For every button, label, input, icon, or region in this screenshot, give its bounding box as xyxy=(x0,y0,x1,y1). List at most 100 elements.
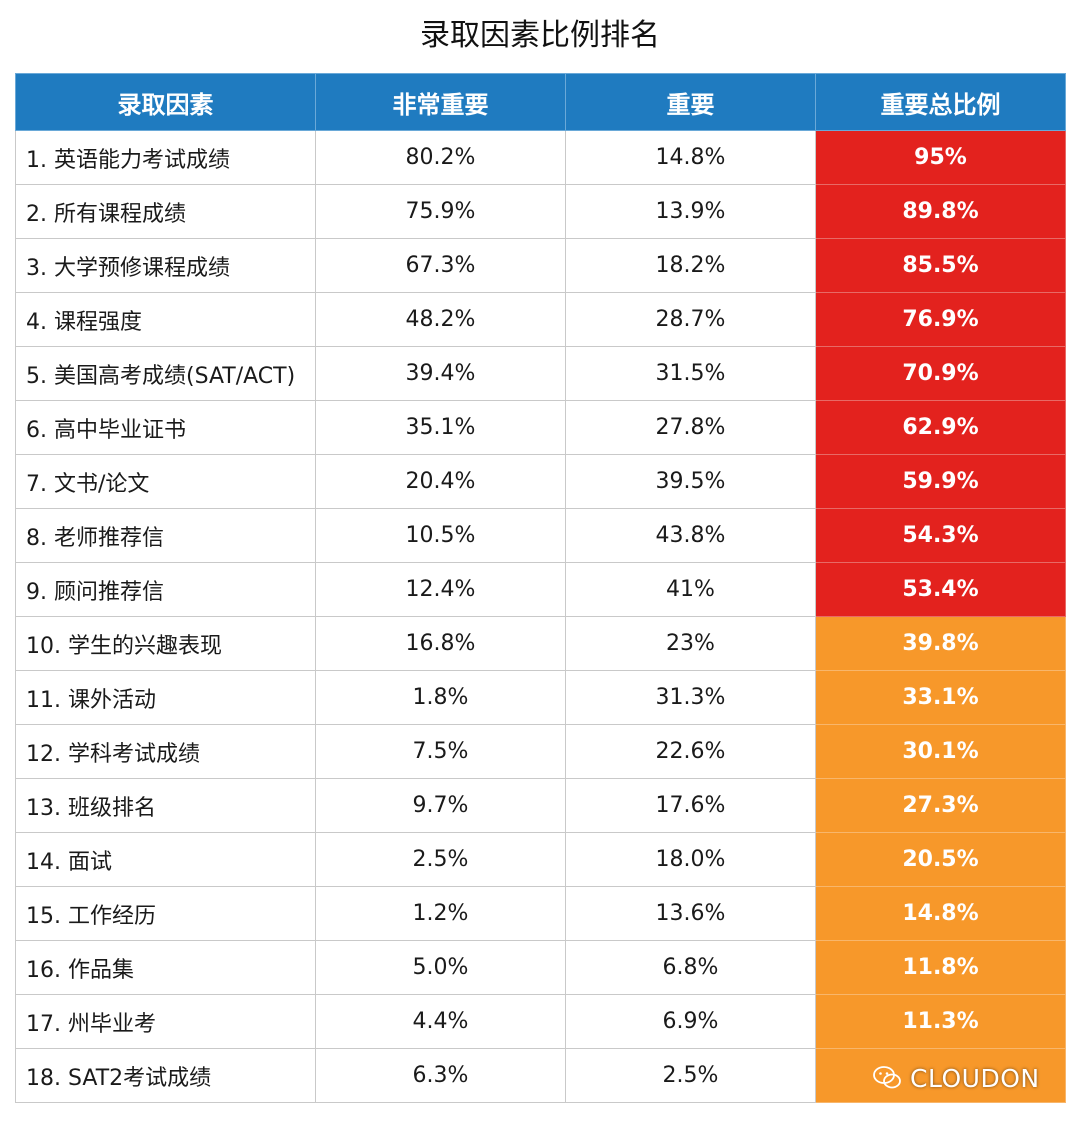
total-ratio-cell: 76.9% xyxy=(815,292,1066,347)
important-cell: 6.8% xyxy=(565,940,816,995)
total-ratio-cell: 20.5% xyxy=(815,832,1066,887)
total-ratio-cell: 27.3% xyxy=(815,778,1066,833)
factor-cell: 5. 美国高考成绩(SAT/ACT) xyxy=(15,346,316,401)
important-cell: 18.2% xyxy=(565,238,816,293)
factor-cell: 13. 班级排名 xyxy=(15,778,316,833)
important-cell: 14.8% xyxy=(565,130,816,185)
header-total-ratio: 重要总比例 xyxy=(815,73,1066,131)
important-cell: 6.9% xyxy=(565,994,816,1049)
important-cell: 13.6% xyxy=(565,886,816,941)
total-ratio-cell: 95% xyxy=(815,130,1066,185)
table-row: 13. 班级排名 9.7% 17.6% 27.3% xyxy=(15,778,1066,833)
factor-cell: 16. 作品集 xyxy=(15,940,316,995)
factor-cell: 2. 所有课程成绩 xyxy=(15,184,316,239)
header-factor: 录取因素 xyxy=(15,73,316,131)
total-ratio-cell: 53.4% xyxy=(815,562,1066,617)
table-row: 8. 老师推荐信 10.5% 43.8% 54.3% xyxy=(15,508,1066,563)
factor-cell: 17. 州毕业考 xyxy=(15,994,316,1049)
table-row: 2. 所有课程成绩 75.9% 13.9% 89.8% xyxy=(15,184,1066,239)
header-important: 重要 xyxy=(565,73,816,131)
total-ratio-cell: 11.3% xyxy=(815,994,1066,1049)
table-row: 6. 高中毕业证书 35.1% 27.8% 62.9% xyxy=(15,400,1066,455)
factor-cell: 9. 顾问推荐信 xyxy=(15,562,316,617)
very-important-cell: 48.2% xyxy=(315,292,566,347)
very-important-cell: 10.5% xyxy=(315,508,566,563)
important-cell: 18.0% xyxy=(565,832,816,887)
factor-cell: 18. SAT2考试成绩 xyxy=(15,1048,316,1103)
total-ratio-cell: 54.3% xyxy=(815,508,1066,563)
very-important-cell: 75.9% xyxy=(315,184,566,239)
table-row: 10. 学生的兴趣表现 16.8% 23% 39.8% xyxy=(15,616,1066,671)
table-row: 4. 课程强度 48.2% 28.7% 76.9% xyxy=(15,292,1066,347)
total-ratio-cell: 59.9% xyxy=(815,454,1066,509)
important-cell: 31.3% xyxy=(565,670,816,725)
very-important-cell: 16.8% xyxy=(315,616,566,671)
factor-cell: 12. 学科考试成绩 xyxy=(15,724,316,779)
important-cell: 22.6% xyxy=(565,724,816,779)
very-important-cell: 7.5% xyxy=(315,724,566,779)
factor-cell: 4. 课程强度 xyxy=(15,292,316,347)
table-row: 5. 美国高考成绩(SAT/ACT) 39.4% 31.5% 70.9% xyxy=(15,346,1066,401)
page-title: 录取因素比例排名 xyxy=(420,18,660,53)
factor-cell: 11. 课外活动 xyxy=(15,670,316,725)
total-ratio-cell: 89.8% xyxy=(815,184,1066,239)
table-row: 3. 大学预修课程成绩 67.3% 18.2% 85.5% xyxy=(15,238,1066,293)
table-row: 17. 州毕业考 4.4% 6.9% 11.3% xyxy=(15,994,1066,1049)
total-ratio-cell xyxy=(815,1048,1066,1103)
very-important-cell: 20.4% xyxy=(315,454,566,509)
table-row: 9. 顾问推荐信 12.4% 41% 53.4% xyxy=(15,562,1066,617)
very-important-cell: 5.0% xyxy=(315,940,566,995)
total-ratio-cell: 39.8% xyxy=(815,616,1066,671)
table-row: 14. 面试 2.5% 18.0% 20.5% xyxy=(15,832,1066,887)
total-ratio-cell: 33.1% xyxy=(815,670,1066,725)
very-important-cell: 35.1% xyxy=(315,400,566,455)
factor-cell: 3. 大学预修课程成绩 xyxy=(15,238,316,293)
factor-cell: 7. 文书/论文 xyxy=(15,454,316,509)
table-row: 16. 作品集 5.0% 6.8% 11.8% xyxy=(15,940,1066,995)
very-important-cell: 39.4% xyxy=(315,346,566,401)
important-cell: 2.5% xyxy=(565,1048,816,1103)
factor-cell: 6. 高中毕业证书 xyxy=(15,400,316,455)
table-row: 7. 文书/论文 20.4% 39.5% 59.9% xyxy=(15,454,1066,509)
important-cell: 17.6% xyxy=(565,778,816,833)
table-row: 15. 工作经历 1.2% 13.6% 14.8% xyxy=(15,886,1066,941)
important-cell: 13.9% xyxy=(565,184,816,239)
very-important-cell: 4.4% xyxy=(315,994,566,1049)
total-ratio-cell: 85.5% xyxy=(815,238,1066,293)
watermark: CLOUDON xyxy=(872,1063,1040,1093)
total-ratio-cell: 30.1% xyxy=(815,724,1066,779)
table-row: 11. 课外活动 1.8% 31.3% 33.1% xyxy=(15,670,1066,725)
important-cell: 31.5% xyxy=(565,346,816,401)
very-important-cell: 67.3% xyxy=(315,238,566,293)
factor-cell: 1. 英语能力考试成绩 xyxy=(15,130,316,185)
very-important-cell: 12.4% xyxy=(315,562,566,617)
factor-cell: 8. 老师推荐信 xyxy=(15,508,316,563)
admission-factors-table: 录取因素 非常重要 重要 重要总比例 1. 英语能力考试成绩 80.2% 14.8%… xyxy=(15,73,1066,1103)
watermark-text: CLOUDON xyxy=(910,1063,1040,1093)
important-cell: 39.5% xyxy=(565,454,816,509)
factor-cell: 10. 学生的兴趣表现 xyxy=(15,616,316,671)
very-important-cell: 6.3% xyxy=(315,1048,566,1103)
factor-cell: 14. 面试 xyxy=(15,832,316,887)
very-important-cell: 9.7% xyxy=(315,778,566,833)
header-very-important: 非常重要 xyxy=(315,73,566,131)
important-cell: 41% xyxy=(565,562,816,617)
total-ratio-cell: 70.9% xyxy=(815,346,1066,401)
table-row: 18. SAT2考试成绩 6.3% 2.5% xyxy=(15,1048,1066,1103)
very-important-cell: 1.8% xyxy=(315,670,566,725)
table-header-row: 录取因素 非常重要 重要 重要总比例 xyxy=(15,73,1066,131)
important-cell: 23% xyxy=(565,616,816,671)
factor-cell: 15. 工作经历 xyxy=(15,886,316,941)
very-important-cell: 1.2% xyxy=(315,886,566,941)
total-ratio-cell: 14.8% xyxy=(815,886,1066,941)
total-ratio-cell: 62.9% xyxy=(815,400,1066,455)
important-cell: 28.7% xyxy=(565,292,816,347)
table-row: 1. 英语能力考试成绩 80.2% 14.8% 95% xyxy=(15,130,1066,185)
important-cell: 27.8% xyxy=(565,400,816,455)
wechat-icon xyxy=(873,1066,901,1089)
important-cell: 43.8% xyxy=(565,508,816,563)
very-important-cell: 80.2% xyxy=(315,130,566,185)
very-important-cell: 2.5% xyxy=(315,832,566,887)
table-row: 12. 学科考试成绩 7.5% 22.6% 30.1% xyxy=(15,724,1066,779)
total-ratio-cell: 11.8% xyxy=(815,940,1066,995)
